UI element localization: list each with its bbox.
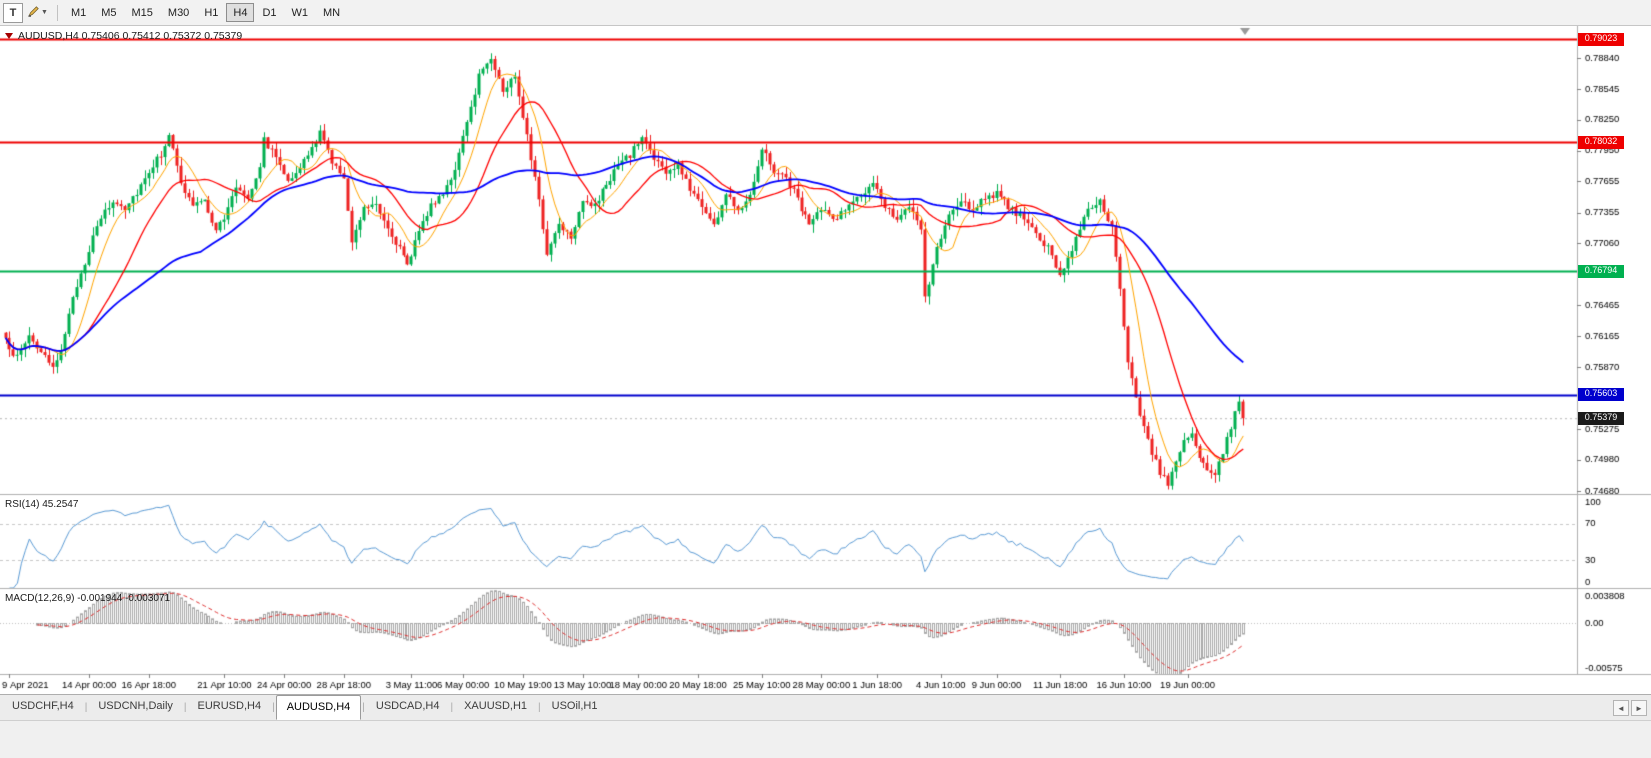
paint-tool-icon bbox=[27, 5, 40, 21]
toolbar-separator bbox=[56, 4, 58, 21]
symbol-marker-icon bbox=[5, 33, 13, 39]
timeframe-button-d1[interactable]: D1 bbox=[255, 3, 283, 22]
tab-divider: | bbox=[450, 702, 454, 713]
price-line-label-0.75603[interactable]: 0.75603 bbox=[1578, 388, 1624, 401]
chevron-down-icon: ▼ bbox=[41, 9, 48, 16]
chart-tabs: USDCHF,H4 | USDCNH,Daily | EURUSD,H4 | AUDUSD,… bbox=[2, 695, 608, 720]
chart-tab-bar: USDCHF,H4 | USDCNH,Daily | EURUSD,H4 | AUDUSD,… bbox=[0, 694, 1651, 720]
tab-eurusd-h4[interactable]: EURUSD,H4 bbox=[197, 700, 262, 712]
tab-usoil-h1[interactable]: USOil,H1 bbox=[551, 700, 598, 712]
tab-scroll-arrows: ◄ ► bbox=[1613, 700, 1647, 716]
text-tool-button[interactable]: T bbox=[3, 2, 23, 23]
tab-scroll-right-button[interactable]: ► bbox=[1631, 700, 1647, 716]
top-toolbar: T ▼ M1 M5 M15 M30 H1 H4 D1 W1 MN bbox=[0, 0, 1651, 26]
timeframe-button-m1[interactable]: M1 bbox=[64, 3, 93, 22]
chart-title: AUDUSD,H4 0.75406 0.75412 0.75372 0.7537… bbox=[5, 30, 242, 42]
price-line-label-0.78032[interactable]: 0.78032 bbox=[1578, 136, 1624, 149]
tab-usdchf-h4[interactable]: USDCHF,H4 bbox=[12, 700, 74, 712]
price-chart-canvas[interactable] bbox=[0, 26, 1651, 694]
timeframe-button-m15[interactable]: M15 bbox=[125, 3, 160, 22]
rsi-indicator-label: RSI(14) 45.2547 bbox=[5, 499, 79, 510]
tab-divider: | bbox=[538, 702, 541, 713]
price-line-label-0.79023[interactable]: 0.79023 bbox=[1578, 33, 1624, 46]
price-line-label-0.76794[interactable]: 0.76794 bbox=[1578, 265, 1624, 278]
tab-usdcad-h4[interactable]: USDCAD,H4 bbox=[375, 700, 440, 712]
current-price-label: 0.75379 bbox=[1578, 412, 1624, 425]
timeframe-button-mn[interactable]: MN bbox=[316, 3, 347, 22]
tab-divider: | bbox=[272, 702, 275, 713]
chart-area[interactable]: AUDUSD,H4 0.75406 0.75412 0.75372 0.7537… bbox=[0, 26, 1651, 694]
chart-title-text: AUDUSD,H4 0.75406 0.75412 0.75372 0.7537… bbox=[18, 30, 243, 42]
tab-divider: | bbox=[84, 702, 88, 713]
timeframe-button-group: M1 M5 M15 M30 H1 H4 D1 W1 MN bbox=[64, 3, 347, 22]
timeframe-button-m30[interactable]: M30 bbox=[161, 3, 196, 22]
status-bar bbox=[0, 720, 1651, 758]
tab-audusd-h4[interactable]: AUDUSD,H4 bbox=[275, 695, 362, 720]
tab-xauusd-h1[interactable]: XAUUSD,H1 bbox=[464, 700, 528, 712]
timeframe-button-m5[interactable]: M5 bbox=[94, 3, 123, 22]
macd-indicator-label: MACD(12,26,9) -0.001944 -0.003071 bbox=[5, 593, 171, 604]
tab-divider: | bbox=[183, 702, 187, 713]
paint-tool-button[interactable]: ▼ bbox=[24, 3, 51, 23]
tab-usdcnh-daily[interactable]: USDCNH,Daily bbox=[98, 700, 173, 712]
timeframe-button-w1[interactable]: W1 bbox=[285, 3, 316, 22]
timeframe-button-h1[interactable]: H1 bbox=[197, 3, 225, 22]
timeframe-button-h4[interactable]: H4 bbox=[226, 3, 255, 22]
tab-divider: | bbox=[362, 702, 365, 713]
tab-scroll-left-button[interactable]: ◄ bbox=[1613, 700, 1629, 716]
